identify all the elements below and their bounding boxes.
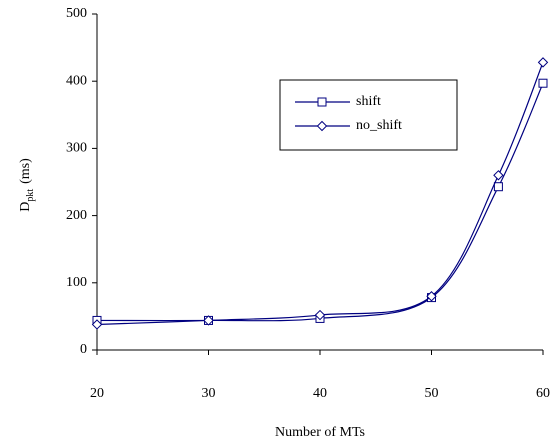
marker-diamond [537, 57, 549, 68]
y-tick-label: 100 [66, 275, 87, 290]
x-tick-label: 60 [536, 386, 550, 401]
y-tick-label: 400 [66, 73, 87, 88]
y-tick-label: 500 [66, 6, 87, 21]
legend-box [279, 79, 458, 151]
x-tick-label: 20 [90, 386, 104, 401]
y-axis-label-text: Dpkt (ms) [18, 158, 36, 212]
marker-diamond [91, 319, 103, 330]
y-label-main: D [18, 202, 33, 212]
marker-square [538, 78, 548, 88]
series-line [96, 62, 544, 326]
y-tick-label: 300 [66, 141, 87, 156]
marker-square [493, 182, 503, 192]
x-tick-label: 50 [425, 386, 439, 401]
y-tick-label: 0 [80, 342, 87, 357]
y-axis-label: Dpkt (ms) [18, 158, 36, 212]
marker-diamond [316, 120, 328, 132]
marker-diamond [314, 309, 326, 321]
legend-label: no_shift [356, 118, 402, 133]
marker-square [317, 97, 327, 107]
marker-diamond [203, 315, 214, 326]
marker-diamond [493, 170, 504, 181]
x-tick-label: 40 [313, 386, 327, 401]
y-label-unit: (ms) [18, 158, 33, 184]
x-tick-label: 30 [202, 386, 216, 401]
y-tick-label: 200 [66, 208, 87, 223]
y-label-sub: pkt [25, 189, 36, 202]
legend-label: shift [356, 94, 381, 109]
marker-diamond [426, 291, 437, 302]
x-axis-label: Number of MTs [275, 425, 365, 440]
